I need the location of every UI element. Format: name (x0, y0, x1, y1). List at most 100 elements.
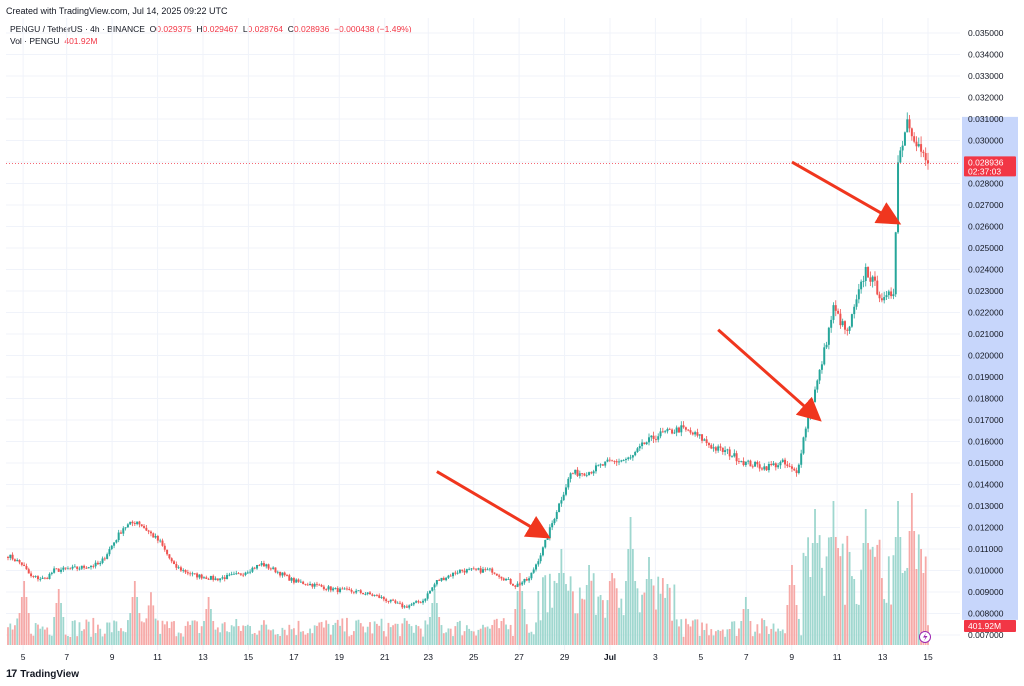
candle-body (712, 447, 715, 449)
candle-body (781, 459, 784, 462)
y-tick-label: 0.027000 (968, 200, 1004, 210)
volume-bar (302, 631, 305, 645)
volume-bar (422, 636, 424, 645)
candle-body (11, 554, 14, 560)
candle-body (671, 429, 674, 434)
candle-body (735, 453, 738, 462)
volume-label[interactable]: Vol · PENGU (10, 36, 60, 46)
volume-bar (622, 615, 625, 645)
volume-bar (25, 597, 28, 645)
volume-bar (260, 624, 263, 645)
y-tick-label: 0.035000 (968, 28, 1004, 38)
volume-bar (661, 578, 664, 645)
candle-body (216, 578, 219, 581)
candle-body (770, 464, 773, 466)
candle-body (228, 574, 231, 576)
candle-body (848, 326, 851, 331)
volume-bar (69, 636, 72, 645)
volume-bar (256, 634, 258, 645)
volume-bar (14, 625, 16, 645)
candle-body (797, 464, 800, 474)
candle-body (339, 588, 342, 593)
volume-bar (37, 624, 39, 645)
volume-bar (595, 614, 597, 645)
candle-body (786, 464, 789, 466)
candle-body (823, 347, 826, 365)
candle-body (737, 461, 740, 463)
candle-body (375, 595, 378, 597)
volume-bar (611, 573, 614, 645)
volume-bar (797, 618, 800, 645)
candle-body (131, 521, 134, 524)
candle-body (927, 160, 929, 164)
volume-bar (371, 633, 374, 645)
volume-bar (173, 621, 175, 645)
candle-body (638, 446, 641, 449)
y-tick-label: 0.028000 (968, 179, 1004, 189)
volume-bar (334, 622, 337, 645)
candle-body (32, 576, 35, 577)
volume-bar (696, 619, 699, 645)
volume-bar (143, 622, 145, 645)
volume-bar (339, 625, 341, 645)
volume-bar (78, 622, 81, 645)
volume-bar (396, 623, 399, 645)
candle-body (244, 572, 247, 575)
candle-body (864, 267, 867, 282)
volume-bar (177, 632, 180, 645)
volume-bar (237, 626, 240, 645)
candle-body (156, 536, 159, 541)
candle-body (387, 601, 390, 602)
volume-bar (643, 592, 646, 645)
candle-body (43, 577, 46, 579)
volume-bar (320, 621, 323, 645)
volume-bar (606, 600, 609, 645)
candle-body (256, 565, 259, 569)
candle-body (682, 425, 685, 428)
y-tick-label: 0.030000 (968, 136, 1004, 146)
candle-body (784, 459, 787, 465)
tradingview-logo[interactable]: 17 TradingView (6, 668, 79, 680)
candle-body (136, 521, 139, 525)
volume-bar (369, 622, 371, 645)
candle-body (179, 567, 182, 571)
volume-bar (788, 585, 791, 645)
candle-body (309, 583, 312, 586)
volume-bar (890, 604, 893, 645)
volume-bar (288, 624, 291, 645)
volume-bar (650, 579, 653, 645)
volume-bar (768, 633, 770, 645)
created-with-label: Created with TradingView.com, Jul 14, 20… (6, 6, 228, 16)
volume-bar (189, 624, 192, 645)
candle-body (272, 567, 275, 569)
candle-body (438, 580, 441, 581)
volume-bar (731, 621, 733, 645)
volume-bar (507, 629, 510, 645)
volume-bar (115, 621, 118, 645)
volume-bar (433, 589, 436, 645)
candle-body (493, 572, 496, 574)
volume-bar (839, 556, 842, 645)
y-tick-label: 0.017000 (968, 415, 1004, 425)
volume-bar (346, 617, 348, 645)
candle-body (288, 575, 291, 581)
volume-bar (103, 633, 106, 645)
candle-body (613, 460, 616, 462)
x-tick-label: 25 (469, 652, 479, 662)
volume-bar (9, 623, 12, 645)
candle-body (564, 487, 567, 495)
candle-body (237, 573, 240, 575)
candle-body (364, 593, 367, 595)
candle-body (839, 313, 842, 326)
volume-bar (878, 539, 881, 645)
candle-body (684, 427, 687, 430)
symbol-label[interactable]: PENGU / TetherUS · 4h · BINANCE (10, 24, 145, 34)
volume-tag-value: 401.92M (968, 621, 1001, 631)
candle-body (235, 573, 238, 575)
volume-bar (899, 537, 902, 645)
candle-body (110, 545, 113, 550)
candle-body (862, 281, 865, 282)
y-tick-label: 0.015000 (968, 458, 1004, 468)
volume-bar (583, 599, 586, 645)
